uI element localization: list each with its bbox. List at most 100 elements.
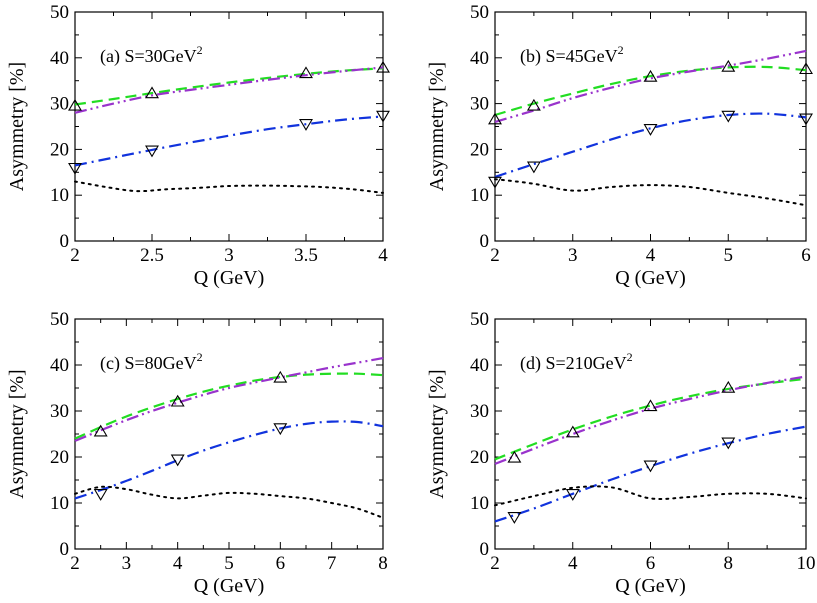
x-tick-label-a-2: 3 xyxy=(224,245,234,266)
y-axis-label-a: Asymmetry [%] xyxy=(6,62,28,191)
y-tick-label-c-2: 20 xyxy=(50,447,69,468)
series-dashdot-a xyxy=(74,115,384,167)
series-dash-d xyxy=(494,377,807,461)
y-tick-label-c-4: 40 xyxy=(50,355,69,376)
marker-down-a-2 xyxy=(299,119,313,131)
x-tick-label-a-3: 3.5 xyxy=(294,245,318,266)
y-tick-label-a-2: 20 xyxy=(50,139,69,160)
x-tick-label-d-1: 4 xyxy=(568,553,578,574)
marker-up-d-1 xyxy=(565,425,580,438)
y-tick-label-c-1: 10 xyxy=(50,493,69,514)
x-tick-label-d-0: 2 xyxy=(490,553,500,574)
y-tick-label-a-5: 50 xyxy=(50,2,69,23)
x-tick-label-c-5: 7 xyxy=(327,553,337,574)
marker-up-d-0 xyxy=(507,450,522,463)
x-tick-label-c-6: 8 xyxy=(378,553,388,574)
x-tick-label-a-1: 2.5 xyxy=(140,245,164,266)
marker-up-c-0 xyxy=(93,424,108,437)
x-axis-label-d: Q (GeV) xyxy=(615,575,686,597)
marker-down-b-4 xyxy=(799,113,813,126)
y-tick-label-b-3: 30 xyxy=(470,94,489,115)
marker-up-d-2 xyxy=(643,399,658,412)
panel-c: 2 3 4 5 6 7 8 0 10 20 30 40 50 Q (GeV) Asymmetry [%] (c… xyxy=(6,309,388,597)
x-tick-label-c-2: 4 xyxy=(173,553,183,574)
series-dot-a xyxy=(74,180,384,194)
x-tick-label-b-4: 6 xyxy=(801,245,811,266)
y-tick-label-d-2: 20 xyxy=(470,447,489,468)
y-tick-label-d-1: 10 xyxy=(470,493,489,514)
y-tick-label-b-1: 10 xyxy=(470,185,489,206)
marker-up-b-1 xyxy=(526,98,541,111)
marker-down-b-2 xyxy=(643,124,658,136)
marker-up-c-1 xyxy=(170,394,185,407)
series-dot-d xyxy=(494,485,807,507)
marker-down-b-0 xyxy=(488,176,502,189)
y-tick-label-a-0: 0 xyxy=(60,231,70,252)
marker-down-c-2 xyxy=(273,423,288,436)
y-tick-label-b-2: 20 xyxy=(470,139,489,160)
x-tick-label-d-4: 10 xyxy=(797,553,816,574)
series-dashdotdot-d xyxy=(494,375,807,465)
y-tick-label-b-0: 0 xyxy=(480,231,490,252)
marker-down-a-1 xyxy=(145,145,159,158)
series-dashdot-c xyxy=(74,420,384,500)
panel-label-main-a: (a) S=30GeV xyxy=(100,46,197,67)
marker-down-b-1 xyxy=(526,161,541,174)
marker-down-a-3 xyxy=(376,110,390,123)
x-tick-label-b-0: 2 xyxy=(490,245,500,266)
x-tick-label-b-1: 3 xyxy=(568,245,578,266)
panel-label-sup-d: 2 xyxy=(627,350,633,364)
series-dashdot-d xyxy=(494,425,807,523)
y-tick-label-c-5: 50 xyxy=(50,309,69,330)
series-dashdot-b xyxy=(494,112,807,178)
y-tick-label-b-4: 40 xyxy=(470,48,489,69)
y-tick-label-c-0: 0 xyxy=(60,539,70,560)
marker-down-d-2 xyxy=(643,460,658,473)
x-tick-label-a-0: 2 xyxy=(70,245,80,266)
x-axis-label-c: Q (GeV) xyxy=(194,575,265,597)
x-tick-label-d-2: 6 xyxy=(646,553,656,574)
marker-down-a-0 xyxy=(68,162,82,175)
series-dashdotdot-c xyxy=(74,357,384,442)
y-tick-label-d-4: 40 xyxy=(470,355,489,376)
y-axis-label-b: Asymmetry [%] xyxy=(426,62,448,191)
series-dashdotdot-a xyxy=(74,66,384,114)
panel-label-a: (a) S=30GeV2 xyxy=(100,43,203,67)
x-tick-label-b-2: 4 xyxy=(646,245,656,266)
panel-label-main-d: (d) S=210GeV xyxy=(520,353,627,374)
marker-up-a-1 xyxy=(145,86,159,99)
panel-label-main-c: (c) S=80GeV xyxy=(100,353,197,374)
marker-up-c-2 xyxy=(273,370,288,383)
x-axis-label-b: Q (GeV) xyxy=(615,267,686,289)
marker-up-a-0 xyxy=(68,98,82,111)
panel-label-main-b: (b) S=45GeV xyxy=(520,46,618,67)
y-tick-label-d-0: 0 xyxy=(480,539,490,560)
y-axis-label-c: Asymmetry [%] xyxy=(6,369,28,498)
marker-down-d-1 xyxy=(565,489,580,501)
y-tick-label-c-3: 30 xyxy=(50,401,69,422)
marker-down-d-0 xyxy=(507,512,522,524)
panel-label-sup-b: 2 xyxy=(618,43,624,57)
marker-down-c-0 xyxy=(93,489,108,501)
panel-label-sup-c: 2 xyxy=(197,350,203,364)
y-tick-label-d-5: 50 xyxy=(470,309,489,330)
marker-up-b-0 xyxy=(488,112,502,125)
marker-up-a-2 xyxy=(299,66,313,79)
x-tick-label-a-4: 4 xyxy=(378,245,388,266)
marker-down-c-1 xyxy=(170,454,185,467)
marker-up-b-4 xyxy=(799,62,813,75)
y-axis-label-d: Asymmetry [%] xyxy=(426,369,448,498)
x-tick-label-c-1: 3 xyxy=(122,553,132,574)
x-axis-label-a: Q (GeV) xyxy=(194,267,265,289)
y-tick-label-a-3: 30 xyxy=(50,94,69,115)
y-tick-label-d-3: 30 xyxy=(470,401,489,422)
marker-up-d-3 xyxy=(721,380,736,393)
panel-b: 2 3 4 5 6 0 10 20 30 40 50 Q (GeV) Asymmetry [%] (b) … xyxy=(426,2,813,289)
panel-d: 2 4 6 8 10 0 10 20 30 40 50 Q (GeV) Asymmetry [%] (d)… xyxy=(426,309,816,597)
panel-label-d: (d) S=210GeV2 xyxy=(520,350,633,374)
series-dash-a xyxy=(74,67,384,106)
y-tick-label-a-4: 40 xyxy=(50,48,69,69)
series-dot-b xyxy=(494,178,807,207)
